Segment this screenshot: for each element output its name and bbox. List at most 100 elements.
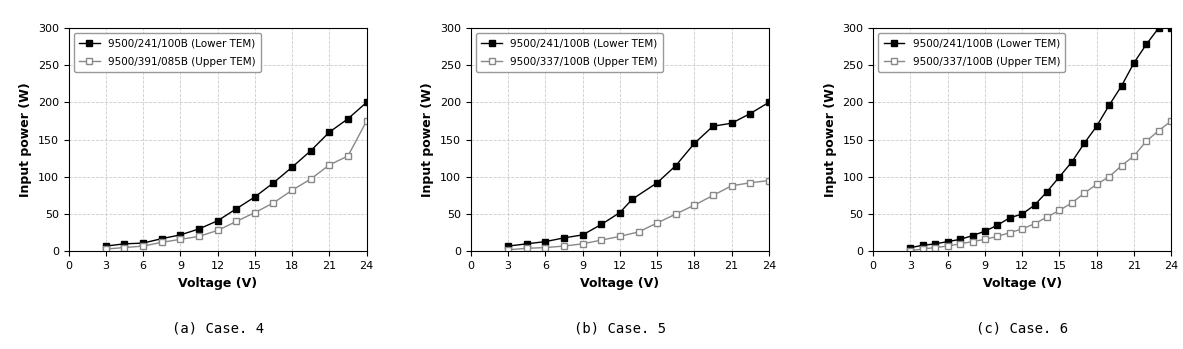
9500/337/100B (Upper TEM) [743,181,757,185]
9500/337/100B (Upper TEM) [502,248,516,252]
9500/337/100B (Upper TEM) [1127,154,1142,158]
9500/337/100B (Upper TEM) [1065,201,1079,205]
9500/337/100B (Upper TEM) [668,212,683,216]
Line: 9500/241/100B (Lower TEM): 9500/241/100B (Lower TEM) [505,99,772,250]
9500/337/100B (Upper TEM) [953,242,968,246]
9500/241/100B (Lower TEM) [1065,160,1079,164]
9500/241/100B (Lower TEM) [990,223,1004,227]
9500/391/085B (Upper TEM) [247,210,261,215]
9500/241/100B (Lower TEM) [965,233,980,238]
9500/337/100B (Upper TEM) [1015,227,1029,231]
9500/241/100B (Lower TEM) [117,242,131,246]
9500/391/085B (Upper TEM) [211,228,225,232]
9500/241/100B (Lower TEM) [1127,61,1142,65]
9500/337/100B (Upper TEM) [1090,182,1104,186]
Legend: 9500/241/100B (Lower TEM), 9500/337/100B (Upper TEM): 9500/241/100B (Lower TEM), 9500/337/100B… [879,33,1066,72]
9500/241/100B (Lower TEM) [1090,124,1104,128]
Y-axis label: Input power (W): Input power (W) [421,82,434,197]
9500/241/100B (Lower TEM) [940,239,955,244]
Text: (b) Case. 5: (b) Case. 5 [574,321,666,335]
9500/391/085B (Upper TEM) [322,163,336,167]
9500/391/085B (Upper TEM) [285,188,299,192]
9500/241/100B (Lower TEM) [192,227,206,231]
Y-axis label: Input power (W): Input power (W) [19,82,32,197]
9500/241/100B (Lower TEM) [322,130,336,134]
9500/241/100B (Lower TEM) [904,245,918,250]
9500/337/100B (Upper TEM) [519,246,534,250]
9500/241/100B (Lower TEM) [916,243,930,247]
9500/391/085B (Upper TEM) [304,177,318,181]
9500/391/085B (Upper TEM) [173,237,187,242]
9500/241/100B (Lower TEM) [155,237,169,241]
9500/337/100B (Upper TEM) [978,237,993,242]
9500/337/100B (Upper TEM) [557,244,571,248]
9500/241/100B (Lower TEM) [1028,203,1042,207]
9500/337/100B (Upper TEM) [576,242,590,246]
9500/241/100B (Lower TEM) [519,242,534,246]
9500/337/100B (Upper TEM) [687,203,702,207]
9500/337/100B (Upper TEM) [940,244,955,248]
Legend: 9500/241/100B (Lower TEM), 9500/337/100B (Upper TEM): 9500/241/100B (Lower TEM), 9500/337/100B… [476,33,664,72]
X-axis label: Voltage (V): Voltage (V) [179,276,257,290]
9500/337/100B (Upper TEM) [1040,215,1054,219]
9500/391/085B (Upper TEM) [192,234,206,238]
Line: 9500/391/085B (Upper TEM): 9500/391/085B (Upper TEM) [103,118,370,253]
9500/241/100B (Lower TEM) [1040,190,1054,194]
9500/337/100B (Upper TEM) [724,184,738,188]
9500/241/100B (Lower TEM) [285,165,299,169]
9500/241/100B (Lower TEM) [687,141,702,146]
9500/241/100B (Lower TEM) [502,244,516,248]
9500/337/100B (Upper TEM) [632,230,646,234]
9500/241/100B (Lower TEM) [668,164,683,168]
9500/241/100B (Lower TEM) [1114,84,1129,88]
9500/337/100B (Upper TEM) [1053,208,1067,213]
9500/391/085B (Upper TEM) [98,247,112,251]
9500/337/100B (Upper TEM) [1103,175,1117,179]
9500/241/100B (Lower TEM) [743,111,757,116]
9500/337/100B (Upper TEM) [904,248,918,253]
Line: 9500/241/100B (Lower TEM): 9500/241/100B (Lower TEM) [103,99,370,250]
Line: 9500/241/100B (Lower TEM): 9500/241/100B (Lower TEM) [907,24,1175,251]
9500/337/100B (Upper TEM) [929,245,943,250]
9500/391/085B (Upper TEM) [117,245,131,250]
9500/241/100B (Lower TEM) [594,222,608,227]
9500/337/100B (Upper TEM) [1164,119,1178,123]
9500/337/100B (Upper TEM) [1078,191,1092,195]
X-axis label: Voltage (V): Voltage (V) [983,276,1061,290]
9500/241/100B (Lower TEM) [1103,103,1117,107]
9500/337/100B (Upper TEM) [965,239,980,244]
Legend: 9500/241/100B (Lower TEM), 9500/391/085B (Upper TEM): 9500/241/100B (Lower TEM), 9500/391/085B… [73,33,261,72]
9500/241/100B (Lower TEM) [1003,216,1017,220]
9500/241/100B (Lower TEM) [211,219,225,223]
9500/241/100B (Lower TEM) [341,117,355,121]
9500/241/100B (Lower TEM) [557,236,571,240]
9500/337/100B (Upper TEM) [649,221,664,225]
9500/241/100B (Lower TEM) [136,241,150,245]
9500/337/100B (Upper TEM) [1152,128,1166,133]
9500/241/100B (Lower TEM) [304,149,318,153]
9500/241/100B (Lower TEM) [1078,141,1092,146]
9500/337/100B (Upper TEM) [762,178,776,183]
9500/241/100B (Lower TEM) [1139,42,1153,46]
9500/391/085B (Upper TEM) [360,119,374,123]
9500/337/100B (Upper TEM) [990,234,1004,238]
9500/391/085B (Upper TEM) [155,240,169,244]
9500/337/100B (Upper TEM) [706,193,720,198]
Y-axis label: Input power (W): Input power (W) [823,82,836,197]
9500/337/100B (Upper TEM) [594,238,608,242]
Line: 9500/337/100B (Upper TEM): 9500/337/100B (Upper TEM) [907,118,1175,254]
9500/337/100B (Upper TEM) [1139,139,1153,143]
9500/241/100B (Lower TEM) [266,181,280,185]
9500/337/100B (Upper TEM) [916,247,930,251]
9500/241/100B (Lower TEM) [613,210,627,215]
Line: 9500/337/100B (Upper TEM): 9500/337/100B (Upper TEM) [505,177,772,253]
9500/391/085B (Upper TEM) [136,244,150,248]
9500/337/100B (Upper TEM) [613,234,627,238]
9500/241/100B (Lower TEM) [247,195,261,199]
9500/391/085B (Upper TEM) [230,220,244,224]
9500/391/085B (Upper TEM) [341,154,355,158]
9500/241/100B (Lower TEM) [978,229,993,233]
9500/241/100B (Lower TEM) [360,100,374,104]
9500/241/100B (Lower TEM) [762,100,776,104]
9500/391/085B (Upper TEM) [266,201,280,205]
